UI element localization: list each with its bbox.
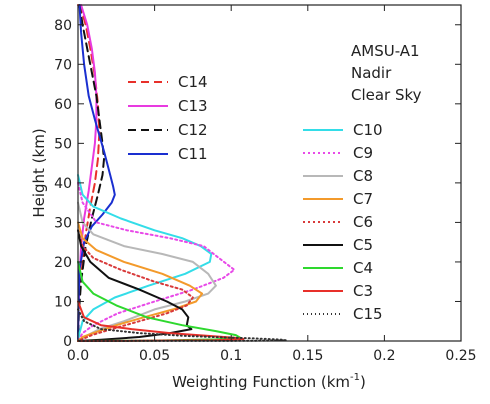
legend-label-c3: C3	[353, 282, 373, 300]
annotation-layer: AMSU-A1 Nadir Clear Sky	[351, 42, 422, 104]
legend-label-c12: C12	[178, 121, 208, 139]
legend-label-c9: C9	[353, 144, 373, 162]
legend-label-c13: C13	[178, 97, 208, 115]
legend-label-c8: C8	[353, 167, 373, 185]
x-axis-title-main: Weighting Function (km	[172, 373, 350, 391]
annotation-line: Nadir	[351, 64, 392, 82]
y-tick-label: 60	[54, 97, 72, 113]
series-line-c5	[77, 229, 193, 342]
annotation-line: Clear Sky	[351, 86, 422, 104]
y-axis-title: Height (km)	[30, 128, 48, 217]
x-tick-label: 0.2	[373, 348, 395, 364]
legend-label-c14: C14	[178, 73, 208, 91]
x-axis-title-close: )	[360, 373, 366, 391]
x-tick-label: 0.0	[67, 348, 89, 364]
x-axis-title-superscript: -1	[350, 372, 360, 383]
legend-label-c10: C10	[353, 121, 383, 139]
annotation-line: AMSU-A1	[351, 42, 420, 60]
y-tick-label: 0	[63, 334, 72, 350]
legend-label-c11: C11	[178, 145, 208, 163]
series-line-c14	[77, 4, 101, 342]
y-tick-label: 70	[54, 57, 72, 73]
legend-layer: C14 C13 C12 C11 C10 C9 C8 C7 C6 C5 C4 C3 C15	[128, 73, 383, 323]
legend-label-c7: C7	[353, 190, 373, 208]
y-tick-label: 10	[54, 294, 72, 310]
series-line-c9	[77, 181, 236, 342]
series-line-c6	[77, 229, 194, 342]
y-tick-label: 50	[54, 136, 72, 152]
plot-frame	[77, 4, 462, 342]
legend-label-c4: C4	[353, 259, 373, 277]
y-tick-label: 20	[54, 255, 72, 271]
legend-label-c15: C15	[353, 305, 383, 323]
plot-background	[78, 5, 461, 341]
x-axis-title: Weighting Function (km-1)	[172, 372, 366, 391]
y-tick-label: 40	[54, 176, 72, 192]
series-layer	[77, 4, 288, 342]
y-tick-label: 80	[54, 18, 72, 34]
series-line-c12	[77, 4, 105, 342]
series-line-c10	[77, 174, 213, 342]
x-tick-label: 0.15	[292, 348, 323, 364]
legend-label-c5: C5	[353, 236, 373, 254]
series-line-c7	[77, 221, 204, 342]
legend-label-c6: C6	[353, 213, 373, 231]
x-tick-label: 0.05	[139, 348, 170, 364]
x-tick-label: 0.1	[220, 348, 242, 364]
ticks-layer: 0.0 0.05 0.1 0.15 0.2 0.25 0 10 20 30 40 50 60 70 80	[54, 5, 477, 364]
x-tick-label: 0.25	[445, 348, 476, 364]
y-tick-label: 30	[54, 215, 72, 231]
